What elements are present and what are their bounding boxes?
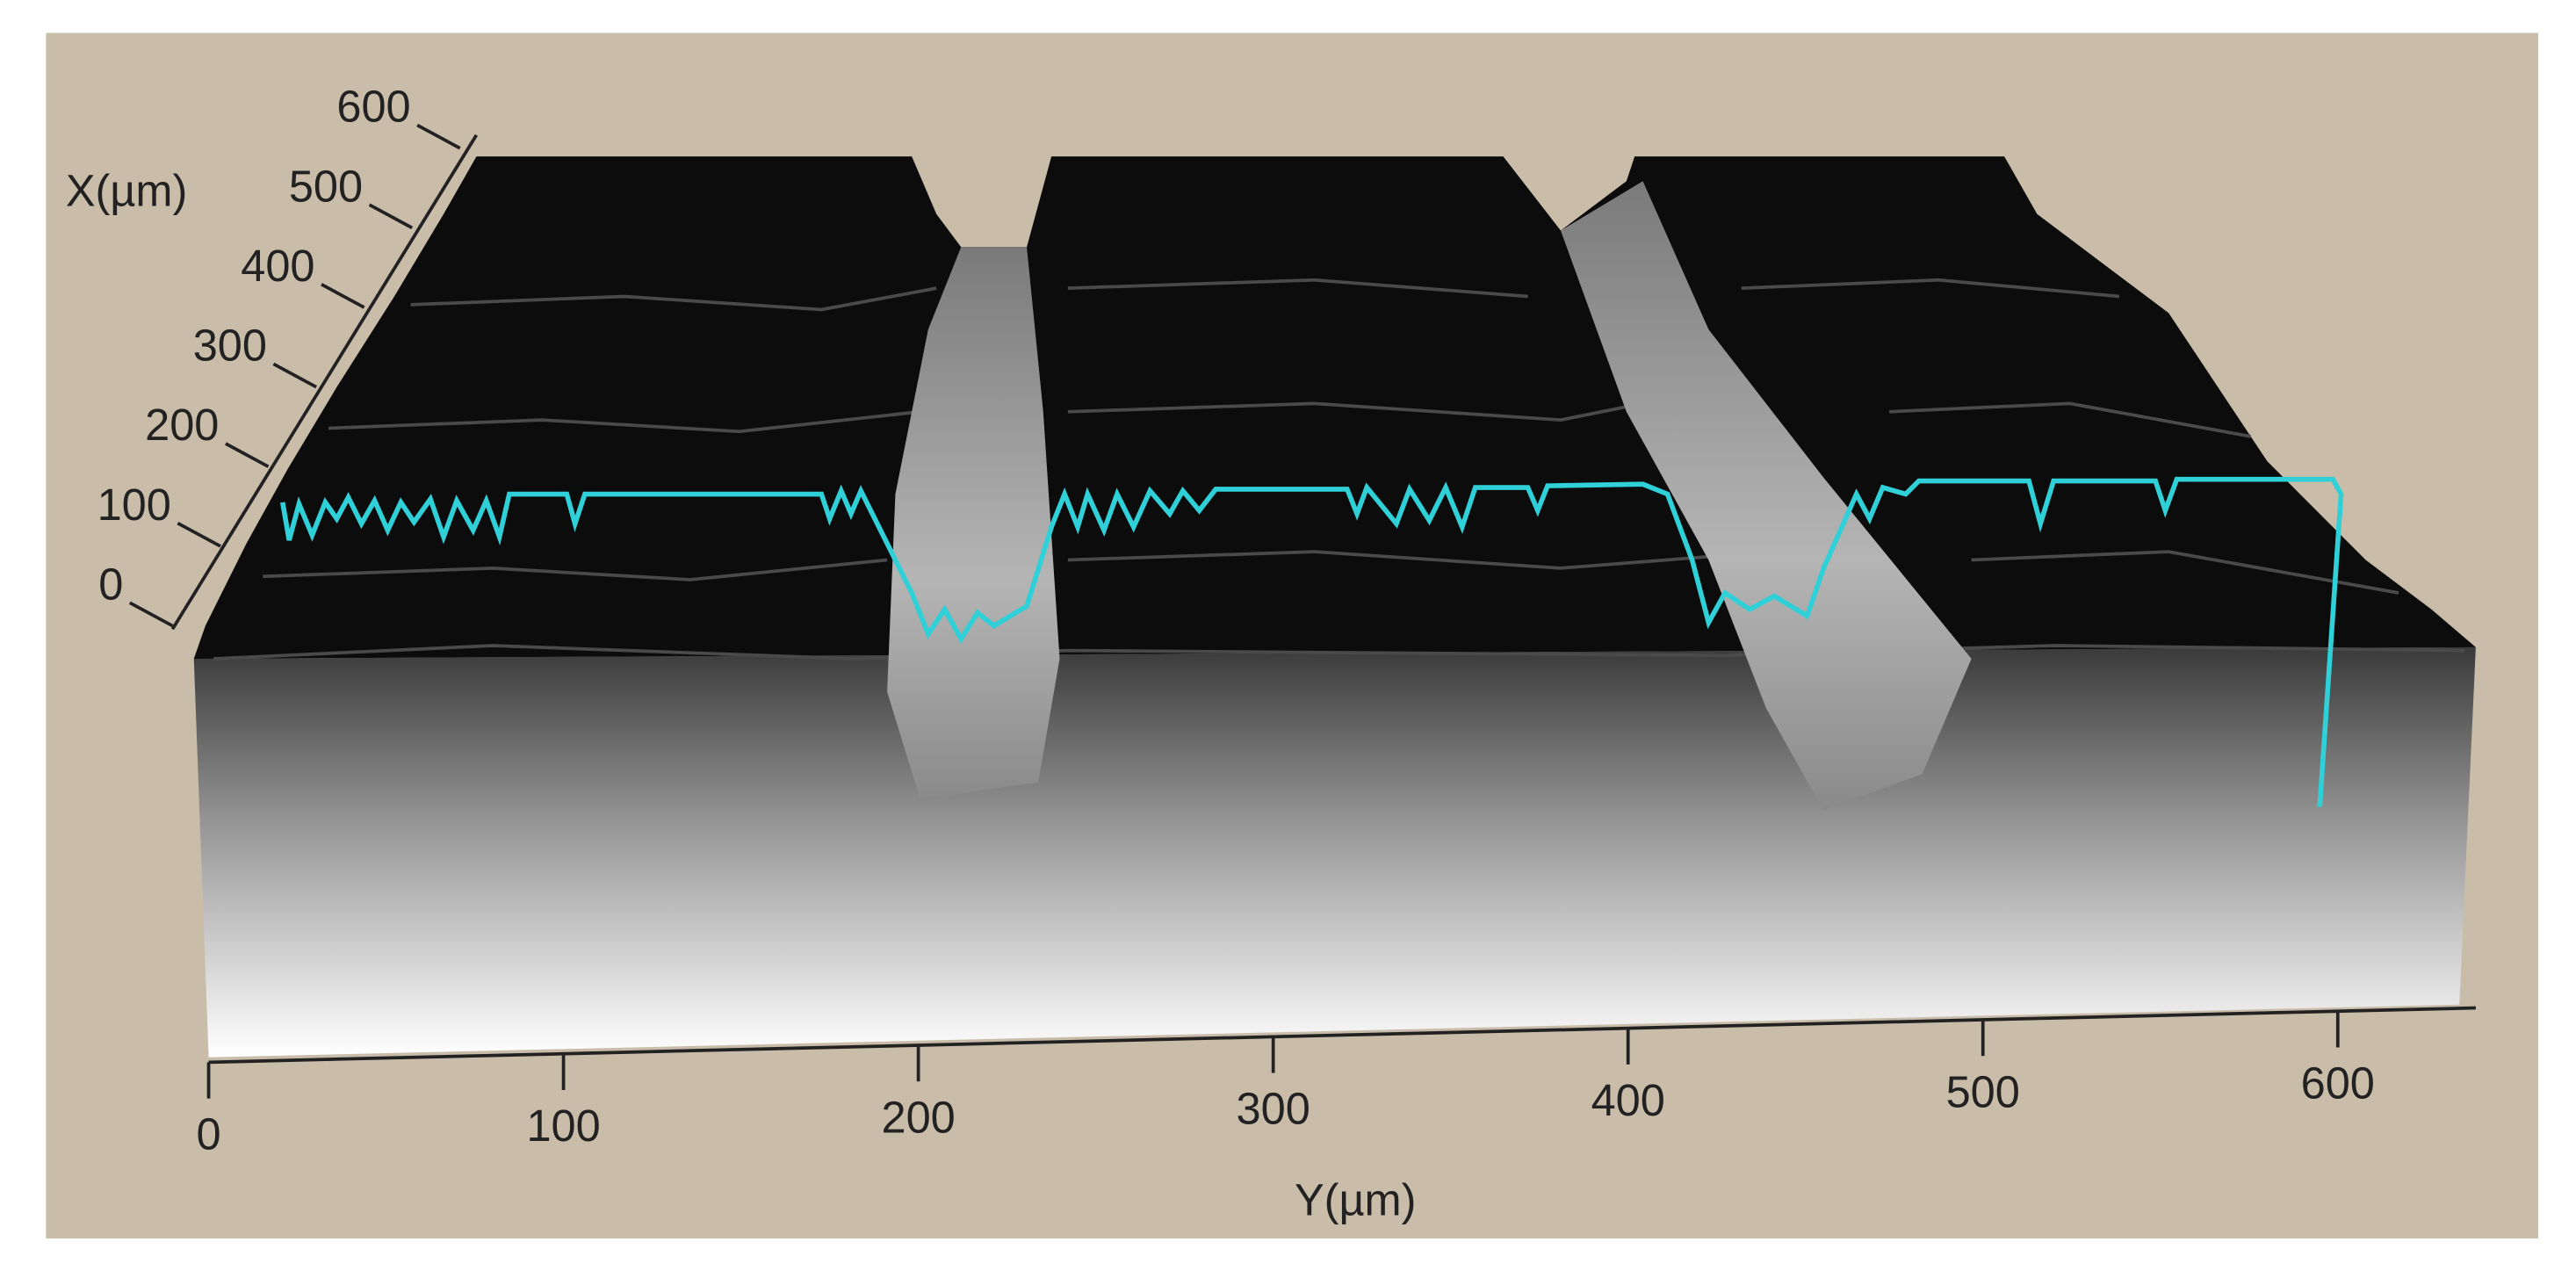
y-axis-line — [208, 1006, 2476, 1065]
x-tick — [416, 123, 461, 150]
profile-line — [279, 476, 2344, 807]
x-tick — [368, 203, 414, 230]
surface-texture — [213, 278, 2464, 661]
x-tick — [272, 362, 317, 389]
x-axis-title: X(µm) — [66, 165, 187, 215]
x-tick-label: 100 — [97, 480, 171, 530]
x-axis-line — [170, 134, 479, 631]
x-tick-label: 200 — [145, 400, 219, 450]
x-tick-label: 600 — [336, 82, 410, 132]
axes — [170, 134, 2476, 1065]
y-tick-label: 200 — [882, 1092, 956, 1142]
groove — [887, 247, 1060, 799]
x-tick — [128, 601, 174, 628]
y-tick-label: 300 — [1237, 1084, 1310, 1134]
groove — [1561, 181, 1972, 811]
y-tick-label: 0 — [197, 1109, 221, 1159]
x-tick — [177, 521, 221, 548]
x-tick — [321, 283, 365, 309]
x-tick-label: 300 — [193, 321, 267, 371]
x-tick — [225, 442, 270, 468]
x-tick-label: 400 — [241, 241, 314, 291]
x-tick-label: 500 — [289, 161, 363, 211]
y-tick-label: 600 — [2301, 1058, 2375, 1108]
y-tick-label: 100 — [526, 1101, 600, 1151]
y-tick-label: 400 — [1591, 1075, 1665, 1125]
y-axis-title: Y(µm) — [1295, 1175, 1416, 1225]
y-tick-label: 500 — [1946, 1066, 2020, 1116]
x-tick-label: 0 — [98, 559, 123, 609]
surface-front — [193, 646, 2476, 1058]
